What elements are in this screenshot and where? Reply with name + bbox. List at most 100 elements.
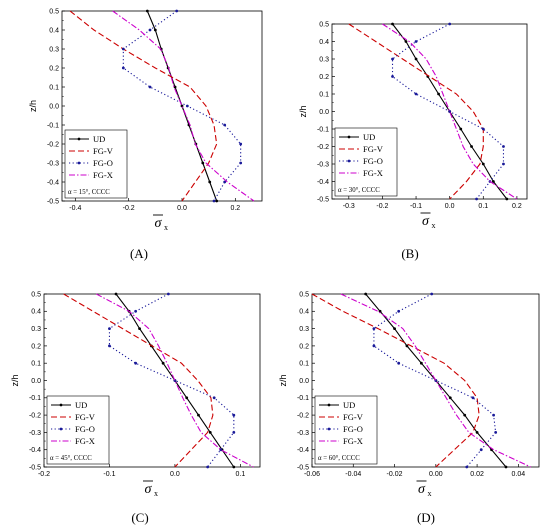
y-tick-label: -0.1 xyxy=(29,395,41,402)
y-tick-label: 0.3 xyxy=(319,56,329,63)
series-point-fg-o xyxy=(448,110,452,113)
legend-marker-fg-o xyxy=(327,427,331,431)
series-line-fg-o xyxy=(391,23,505,200)
x-tick-label: -0.06 xyxy=(304,471,320,478)
series-point-fg-o xyxy=(481,127,485,131)
legend-label-fg-x: FG-X xyxy=(93,170,113,180)
series-point-ud xyxy=(448,396,452,400)
y-tick-label: 0.5 xyxy=(49,8,59,15)
x-axis-label-symbol: σ xyxy=(145,482,153,497)
x-tick-label: -0.1 xyxy=(410,203,422,210)
legend-label-ud: UD xyxy=(93,134,105,144)
y-axis-label: z/h xyxy=(10,374,20,386)
y-tick-label: 0.1 xyxy=(299,361,309,368)
x-tick-label: 0.04 xyxy=(512,471,526,478)
y-tick-label: -0.2 xyxy=(47,141,59,148)
series-point-fg-o xyxy=(121,66,125,70)
series-point-ud xyxy=(185,396,189,400)
series-point-ud xyxy=(215,199,219,203)
series-point-fg-o xyxy=(121,47,125,51)
series-point-ud xyxy=(404,40,408,43)
x-tick-label: -0.2 xyxy=(38,471,50,478)
series-line-fg-v xyxy=(63,293,214,468)
series-point-ud xyxy=(208,180,212,184)
panel-caption: (D) xyxy=(417,510,435,525)
y-tick-label: -0.3 xyxy=(29,430,41,437)
y-tick-label: 0.5 xyxy=(31,291,41,298)
y-tick-label: 0.2 xyxy=(49,65,59,72)
x-tick-label: 0.0 xyxy=(177,205,187,212)
y-tick-label: 0.2 xyxy=(31,343,41,350)
x-tick-label: -0.2 xyxy=(376,203,388,210)
x-axis-label-symbol: σ xyxy=(422,214,430,229)
legend-marker-ud xyxy=(347,135,351,139)
legend-label-ud: UD xyxy=(363,132,375,142)
x-tick-label: -0.3 xyxy=(343,203,355,210)
x-tick-label: -0.1 xyxy=(103,471,115,478)
x-axis-label-subscript: x xyxy=(154,489,158,498)
y-tick-label: -0.4 xyxy=(29,447,41,454)
series-point-ud xyxy=(459,127,463,131)
condition-note: α = 30°, CCCC xyxy=(338,187,380,194)
x-tick-label: -0.02 xyxy=(387,471,403,478)
series-point-fg-o xyxy=(465,465,469,469)
y-tick-label: -0.5 xyxy=(297,464,309,471)
y-tick-label: 0.2 xyxy=(299,343,309,350)
series-point-ud xyxy=(232,465,236,469)
x-tick-label: -0.4 xyxy=(69,205,81,212)
legend-marker-ud xyxy=(77,137,81,141)
y-tick-label: 0.1 xyxy=(49,84,59,91)
series-point-fg-o xyxy=(479,448,483,452)
series-point-ud xyxy=(491,180,495,183)
series-point-fg-o xyxy=(108,327,111,330)
y-tick-label: -0.2 xyxy=(297,413,309,420)
chart-panel-c: 0.50.40.30.20.10.0-0.1-0.2-0.3-0.4-0.5-0… xyxy=(10,291,261,525)
series-point-ud xyxy=(475,431,479,434)
y-axis-label: z/h xyxy=(278,374,288,386)
series-point-fg-o xyxy=(239,142,243,146)
y-tick-label: 0.4 xyxy=(299,309,309,316)
series-point-ud xyxy=(481,162,485,166)
series-point-ud xyxy=(393,327,396,330)
series-point-fg-o xyxy=(185,104,189,108)
series-point-fg-o xyxy=(494,431,498,434)
y-tick-label: 0.0 xyxy=(31,378,41,385)
x-axis-label-subscript: x xyxy=(164,223,168,232)
x-tick-label: 0.00 xyxy=(429,471,443,478)
series-line-fg-x xyxy=(96,293,254,468)
x-tick-label: 0.2 xyxy=(512,203,522,210)
series-point-ud xyxy=(153,28,157,32)
y-tick-label: -0.3 xyxy=(47,160,59,167)
y-tick-label: 0.4 xyxy=(49,27,59,34)
legend-label-fg-o: FG-O xyxy=(93,158,113,168)
y-tick-label: -0.5 xyxy=(29,464,41,471)
series-point-ud xyxy=(437,92,440,96)
x-axis-label-subscript: x xyxy=(432,221,436,230)
x-tick-label: 0.02 xyxy=(470,471,484,478)
legend-label-fg-o: FG-O xyxy=(75,424,95,434)
y-tick-label: 0.1 xyxy=(319,91,329,98)
series-point-ud xyxy=(161,361,165,365)
legend-box xyxy=(64,129,128,199)
legend-marker-ud xyxy=(59,403,63,407)
series-point-fg-o xyxy=(134,309,138,313)
x-tick-label: 0.1 xyxy=(235,471,245,478)
x-axis-label-subscript: x xyxy=(428,489,432,498)
x-tick-label: 0.2 xyxy=(230,205,240,212)
panel-caption: (A) xyxy=(130,246,148,261)
y-tick-label: -0.4 xyxy=(317,179,329,186)
series-line-fg-x xyxy=(340,293,531,468)
series-point-fg-o xyxy=(148,28,152,32)
y-tick-label: -0.1 xyxy=(297,395,309,402)
y-tick-label: -0.5 xyxy=(47,198,59,205)
series-point-fg-o xyxy=(391,57,394,61)
series-point-fg-o xyxy=(372,344,376,348)
panel-caption: (B) xyxy=(401,246,418,261)
series-point-ud xyxy=(197,413,200,417)
series-point-ud xyxy=(138,327,141,330)
legend-label-fg-x: FG-X xyxy=(75,436,95,446)
series-point-fg-o xyxy=(232,413,236,417)
series-point-ud xyxy=(378,309,382,313)
legend-marker-fg-o xyxy=(59,427,63,431)
